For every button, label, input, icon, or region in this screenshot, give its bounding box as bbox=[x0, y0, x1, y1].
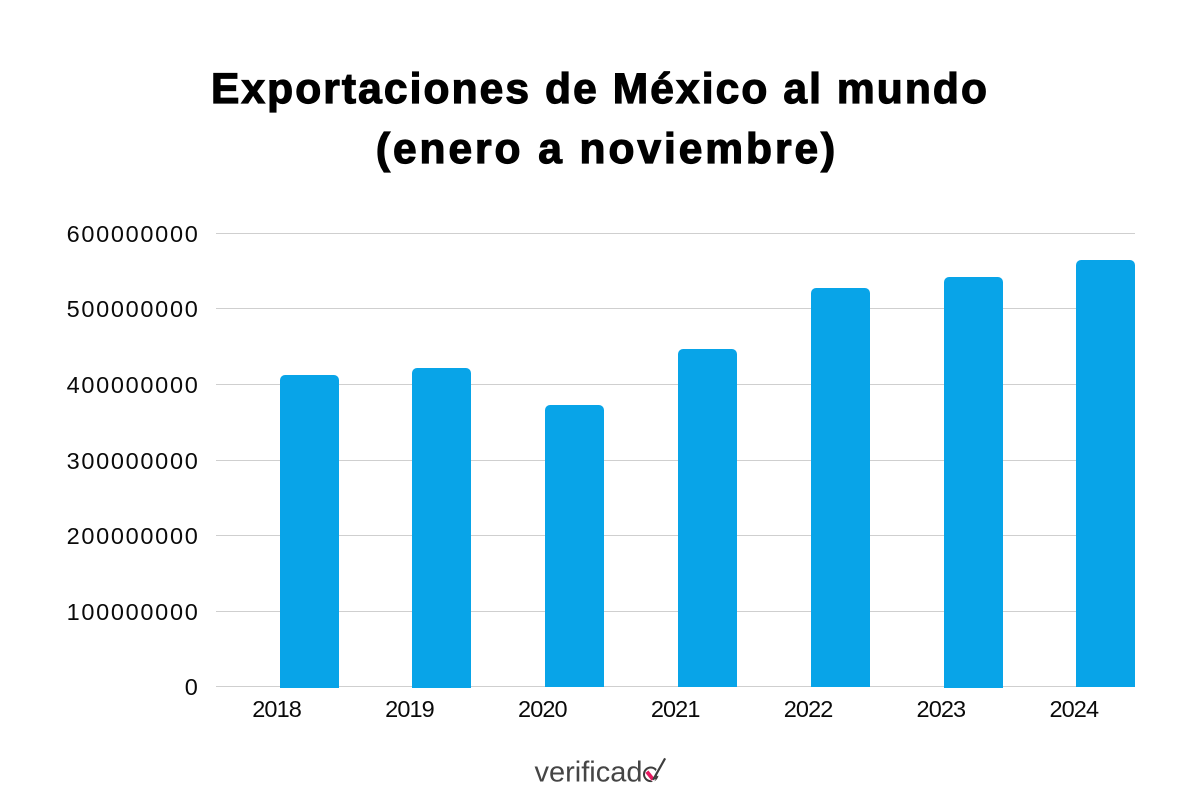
svg-text:verificad: verificad bbox=[535, 756, 643, 788]
